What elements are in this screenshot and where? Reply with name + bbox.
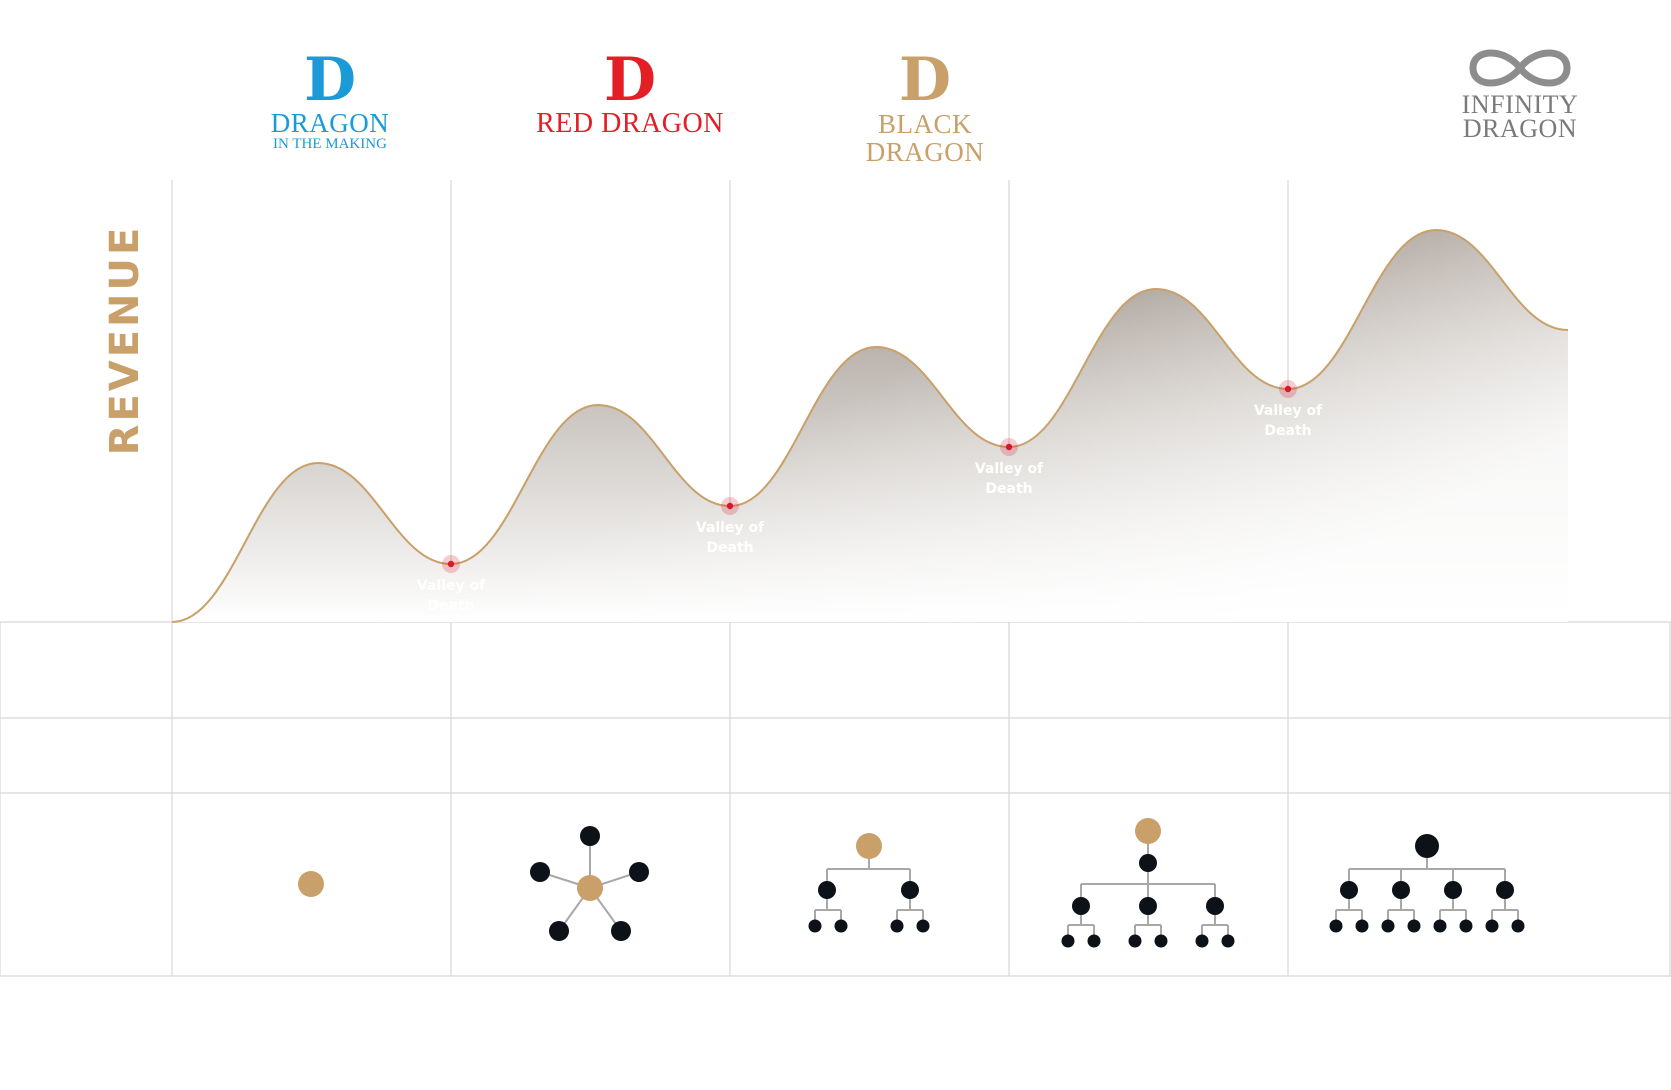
logo-name-line2: DRAGON [1462, 114, 1578, 143]
logo-name: RED DRAGON [536, 108, 724, 139]
y-axis-label-text: REVENUE [102, 224, 148, 456]
org-node [808, 919, 822, 933]
valley-of-death-1: Valley of Death [417, 555, 486, 614]
valley-label-line2: Death [1264, 423, 1311, 439]
dragon-emblem-icon: D [898, 45, 952, 115]
logo-subtitle: IN THE MAKING [273, 136, 387, 152]
org-node [1329, 919, 1343, 933]
org-node [1087, 934, 1101, 948]
logo-red-dragon: D RED DRAGON [530, 50, 730, 138]
org-node [1154, 934, 1168, 948]
valley-label-line1: Valley of [696, 520, 765, 536]
valley-label-line2: Death [427, 598, 474, 614]
org-node [1444, 881, 1462, 899]
org-node [1392, 881, 1410, 899]
org-single [298, 871, 324, 897]
valley-dot [1005, 443, 1013, 451]
org-node [856, 833, 882, 859]
valley-label-line2: Death [706, 540, 753, 556]
valley-of-death-2: Valley of Death [696, 497, 765, 556]
org-node [1496, 881, 1514, 899]
infinity-icon [1469, 49, 1571, 87]
org-node [577, 875, 603, 901]
valley-label-line1: Valley of [975, 461, 1044, 477]
valley-of-death-3: Valley of Death [975, 438, 1044, 497]
org-node [890, 919, 904, 933]
org-structures [298, 818, 1525, 948]
org-node [298, 871, 324, 897]
org-node [629, 862, 649, 882]
org-node [1128, 934, 1142, 948]
org-node [1407, 919, 1421, 933]
org-node [1355, 919, 1369, 933]
org-node [1511, 919, 1525, 933]
org-tree-large [1329, 834, 1525, 933]
revenue-line [171, 228, 1569, 623]
org-node [1459, 919, 1473, 933]
org-node [1139, 897, 1157, 915]
org-node [580, 826, 600, 846]
org-node [530, 862, 550, 882]
org-node [1381, 919, 1395, 933]
logo-infinity-dragon: INFINITY DRAGON [1440, 45, 1600, 143]
logo-dragon-in-the-making: D DRAGON IN THE MAKING [250, 50, 410, 152]
org-node [1135, 818, 1161, 844]
org-tree-small [808, 833, 930, 933]
org-node [1139, 854, 1157, 872]
org-node [611, 921, 631, 941]
org-node [916, 919, 930, 933]
org-node [834, 919, 848, 933]
org-node [1340, 881, 1358, 899]
org-node [1061, 934, 1075, 948]
org-node [901, 881, 919, 899]
org-tree-medium [1061, 818, 1235, 948]
valley-markers: Valley of Death Valley of Death Valley of Dea… [417, 380, 1323, 614]
org-node [1072, 897, 1090, 915]
y-axis-label: REVENUE [95, 225, 155, 456]
logo-name: BLACK DRAGON [865, 109, 985, 167]
dragon-emblem-icon: D [303, 45, 357, 115]
valley-label-line1: Valley of [417, 578, 486, 594]
logo-name-line1: INFINITY [1461, 90, 1579, 119]
org-node [1485, 919, 1499, 933]
org-node [1415, 834, 1439, 858]
dragon-emblem-icon: D [603, 45, 657, 115]
valley-label-line1: Valley of [1254, 403, 1323, 419]
revenue-area-fade [172, 230, 1568, 622]
org-node [1221, 934, 1235, 948]
org-node [549, 921, 569, 941]
revenue-curve [171, 228, 1569, 623]
valley-dot [726, 502, 734, 510]
logo-black-dragon: D BLACK DRAGON [820, 50, 1030, 166]
org-node [818, 881, 836, 899]
valley-dot [447, 560, 455, 568]
valley-label-line2: Death [985, 481, 1032, 497]
org-node [1195, 934, 1209, 948]
org-node [1206, 897, 1224, 915]
valley-dot [1284, 385, 1292, 393]
org-hub-and-spoke [530, 826, 649, 941]
logo-name: DRAGON [270, 108, 390, 138]
org-node [1433, 919, 1447, 933]
valley-of-death-4: Valley of Death [1254, 380, 1323, 439]
